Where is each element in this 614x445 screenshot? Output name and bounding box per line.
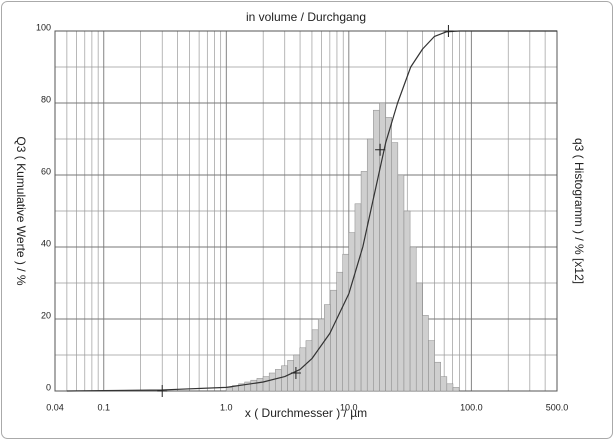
histogram-bar [311, 329, 319, 392]
histogram-bar [268, 372, 276, 392]
histogram-bar [385, 117, 392, 392]
histogram-bar [440, 376, 448, 392]
histogram-bar [262, 376, 270, 392]
histogram-bar [324, 304, 331, 392]
x-axis-title: x ( Durchmesser ) / µm [245, 406, 367, 420]
histogram-bar [403, 210, 411, 392]
histogram-bar [317, 318, 325, 392]
x-tick-label: 10.0 [340, 402, 358, 412]
y-tick-label: 20 [41, 310, 51, 320]
histogram-bar [348, 232, 356, 392]
histogram-bar [287, 360, 294, 392]
histogram-bar [226, 387, 233, 392]
y-tick-label: 60 [41, 166, 51, 176]
chart-title: in volume / Durchgang [246, 10, 366, 24]
x-tick-label: 500.0 [546, 402, 569, 412]
histogram-bar [330, 289, 337, 392]
histogram-bar [409, 246, 417, 392]
y-axis-title: Q3 ( Kumulative Werte ) / % [14, 136, 28, 285]
y-tick-label: 100 [36, 22, 51, 32]
histogram-bar [336, 271, 343, 392]
marker [157, 385, 168, 397]
histogram-bar [281, 365, 288, 392]
cumulative-curve [66, 30, 557, 392]
x-tick-label: 0.1 [98, 402, 111, 412]
histogram-bar [434, 361, 441, 392]
y-tick-label: 0 [46, 382, 51, 392]
histogram-bar [415, 282, 423, 392]
histogram-bar [446, 383, 454, 392]
histogram-bar [391, 142, 399, 392]
marker [443, 25, 454, 37]
marker [290, 367, 301, 379]
x-tick-label: 0.04 [46, 402, 64, 412]
histogram-bar [354, 203, 362, 392]
histogram-bar [373, 109, 380, 392]
histogram-bar [452, 387, 460, 392]
histogram-bar [428, 340, 435, 392]
x-tick-label: 100.0 [460, 402, 483, 412]
histogram-bar [256, 378, 264, 392]
histogram-bar [360, 171, 368, 392]
histogram-bar [250, 379, 258, 392]
histogram-bar [305, 340, 313, 392]
y-tick-label: 80 [41, 94, 51, 104]
histogram-bar [366, 138, 374, 392]
histogram-bar [422, 315, 429, 392]
histogram-bar [342, 253, 350, 392]
y2-axis-title: q3 ( Histogramm ) / % [x12] [572, 138, 586, 284]
marker [375, 143, 386, 156]
histogram-bar [275, 369, 282, 392]
histogram-bar [397, 174, 405, 392]
y-tick-label: 40 [41, 238, 51, 248]
x-tick-label: 1.0 [220, 402, 233, 412]
